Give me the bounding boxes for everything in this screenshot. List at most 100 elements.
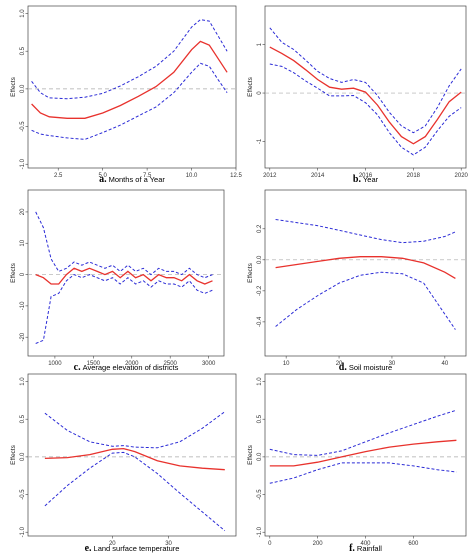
lower-bound-line xyxy=(275,271,456,330)
x-tick-label: 10 xyxy=(283,361,290,367)
x-axis-label: Rainfall xyxy=(357,544,382,553)
panel-letter: d. xyxy=(339,362,348,373)
y-tick-label: 0 xyxy=(20,272,26,276)
y-tick-label: -1.0 xyxy=(20,158,26,169)
fit-line xyxy=(35,267,213,285)
y-tick-label: 0 xyxy=(257,91,263,95)
x-tick-label: 2016 xyxy=(359,173,373,179)
panel-c: 1000 1500 2000 2500 3000 -20 -10 0 10 20 Effects c.… xyxy=(10,189,225,373)
plot-frame xyxy=(264,189,467,357)
x-tick-label: 20 xyxy=(336,361,343,367)
y-axis-label: Effects xyxy=(10,76,17,97)
panel-letter: c. xyxy=(74,362,81,373)
y-tick-label: 0.0 xyxy=(257,452,263,461)
upper-bound-line xyxy=(269,27,462,134)
panel-a: 2.5 5.0 7.5 10.0 12.5 -1.0 -0.5 0.0 0.5 1.0 Effect… xyxy=(10,5,242,185)
x-tick-label: 2014 xyxy=(311,173,325,179)
x-tick-label: 7.5 xyxy=(143,173,152,179)
plot-frame xyxy=(27,189,225,357)
x-tick-label: 2012 xyxy=(263,173,277,179)
y-axis-label: Effects xyxy=(247,262,254,283)
x-tick-label: 12.5 xyxy=(230,173,242,179)
y-tick-label: 0.5 xyxy=(20,46,26,55)
y-tick-label: 1.0 xyxy=(257,377,263,386)
x-tick-label: 30 xyxy=(389,361,396,367)
upper-bound-line xyxy=(31,19,228,100)
x-tick-label: 30 xyxy=(165,541,172,547)
panel-letter: b. xyxy=(353,174,362,185)
y-axis-label: Effects xyxy=(247,444,254,465)
y-tick-label: 0.0 xyxy=(257,255,263,264)
fit-line xyxy=(31,40,228,119)
panel-caption: d. Soil moisture xyxy=(339,362,392,373)
y-tick-label: 0.0 xyxy=(20,452,26,461)
y-tick-label: -0.4 xyxy=(257,316,263,327)
upper-bound-line xyxy=(269,409,457,456)
panel-d: 10 20 30 40 -0.4 -0.2 0.0 0.2 Effects d. Soil mois… xyxy=(247,189,467,373)
fit-line xyxy=(269,46,462,145)
y-tick-label: 20 xyxy=(20,208,26,215)
y-tick-label: 10 xyxy=(20,239,26,246)
x-axis-label: Average elevation of districts xyxy=(83,363,179,372)
y-tick-label: -0.5 xyxy=(20,489,26,500)
panel-caption: a. Months of a Year xyxy=(99,174,165,185)
y-tick-label: -0.2 xyxy=(257,285,263,296)
x-axis-label: Months of a Year xyxy=(109,175,166,184)
y-axis-label: Effects xyxy=(10,262,17,283)
x-tick-label: 2500 xyxy=(164,361,178,367)
lower-bound-line xyxy=(44,451,226,532)
x-tick-label: 40 xyxy=(441,361,448,367)
x-tick-label: 2000 xyxy=(125,361,139,367)
y-tick-label: 0.5 xyxy=(257,414,263,423)
x-axis-label: Soil moisture xyxy=(349,363,392,372)
fit-line xyxy=(44,447,225,471)
x-tick-label: 0 xyxy=(268,541,272,547)
panel-letter: a. xyxy=(99,174,107,185)
x-tick-label: 2018 xyxy=(407,173,421,179)
y-tick-label: -0.5 xyxy=(20,121,26,132)
panel-caption: b. Year xyxy=(353,174,379,185)
fit-line xyxy=(275,256,456,279)
panel-letter: e. xyxy=(85,543,92,554)
x-axis-label: Year xyxy=(363,175,379,184)
y-tick-label: 1.0 xyxy=(20,9,26,18)
lower-bound-line xyxy=(35,274,213,344)
y-tick-label: 1 xyxy=(257,42,263,46)
x-tick-label: 400 xyxy=(360,541,371,547)
x-tick-label: 5.0 xyxy=(98,173,107,179)
x-tick-label: 20 xyxy=(109,541,116,547)
x-tick-label: 1500 xyxy=(87,361,101,367)
y-tick-label: 1.0 xyxy=(20,377,26,386)
y-tick-label: -0.5 xyxy=(257,489,263,500)
lower-bound-line xyxy=(269,63,462,156)
x-tick-label: 2020 xyxy=(455,173,469,179)
upper-bound-line xyxy=(35,211,213,279)
y-tick-label: 0.5 xyxy=(20,414,26,423)
x-tick-label: 2.5 xyxy=(54,173,63,179)
panel-e: 20 30 -1.0 -0.5 0.0 0.5 1.0 Effects e. Land surfa… xyxy=(10,373,237,554)
lower-bound-line xyxy=(269,462,457,484)
panel-letter: f. xyxy=(349,543,355,554)
x-tick-label: 3000 xyxy=(202,361,216,367)
upper-bound-line xyxy=(44,411,226,449)
panel-caption: e. Land surface temperature xyxy=(85,543,180,554)
y-tick-label: 0.2 xyxy=(257,224,263,233)
plot-frame xyxy=(27,373,237,537)
panel-f: 0 200 400 600 -1.0 -0.5 0.0 0.5 1.0 Effects f. Rain… xyxy=(247,373,467,554)
panel-b: 2012 2014 2016 2018 2020 -1 0 1 Effects b. Year xyxy=(247,5,469,185)
x-tick-label: 1000 xyxy=(48,361,62,367)
y-axis-label: Effects xyxy=(247,76,254,97)
plot-frame xyxy=(264,5,467,169)
x-tick-label: 200 xyxy=(313,541,324,547)
y-tick-label: -1.0 xyxy=(257,526,263,537)
x-tick-label: 600 xyxy=(408,541,419,547)
y-tick-label: -10 xyxy=(20,301,26,310)
x-tick-label: 10.0 xyxy=(186,173,198,179)
panel-caption: c. Average elevation of districts xyxy=(74,362,179,373)
y-tick-label: -1.0 xyxy=(20,526,26,537)
y-axis-label: Effects xyxy=(10,444,17,465)
x-axis-label: Land surface temperature xyxy=(94,544,180,553)
y-tick-label: 0.0 xyxy=(20,84,26,93)
y-tick-label: -20 xyxy=(20,332,26,341)
